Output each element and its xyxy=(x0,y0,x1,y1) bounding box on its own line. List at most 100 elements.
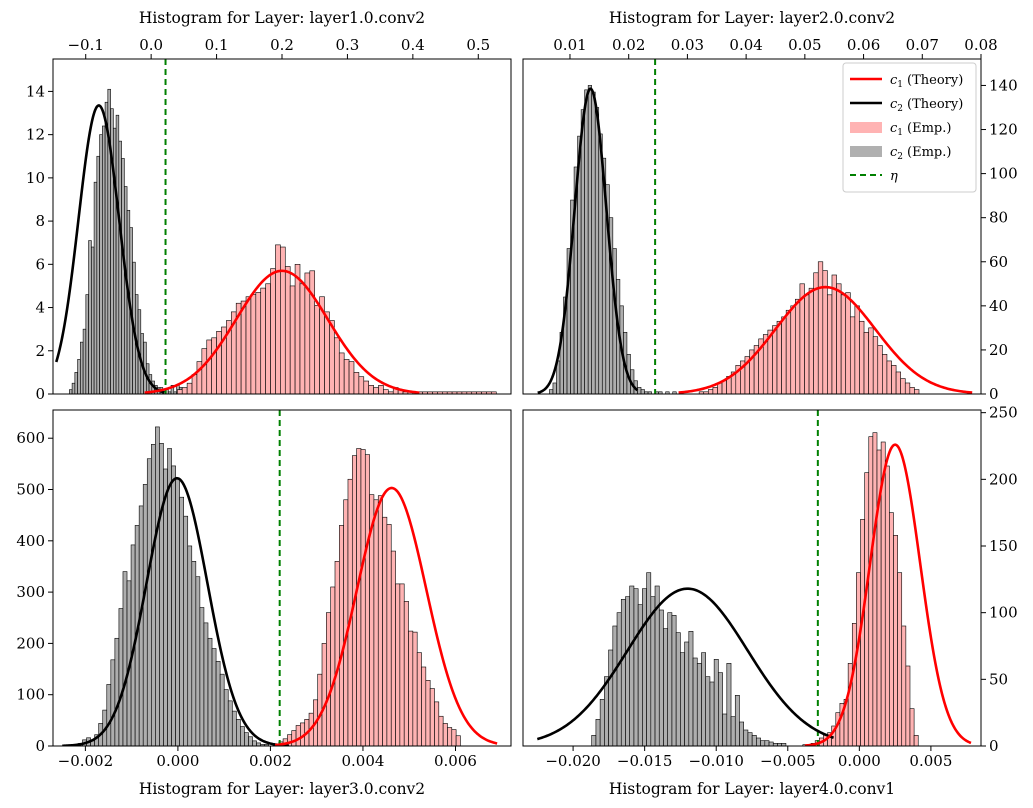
histogram-bar xyxy=(594,107,600,394)
histogram-bar xyxy=(646,572,652,746)
legend-entry: η xyxy=(850,169,898,184)
x-tick-label: 0.03 xyxy=(671,36,704,54)
x-tick-label: −0.1 xyxy=(67,36,103,54)
legend-text-label: (Emp.) xyxy=(907,121,951,136)
histogram-bar xyxy=(171,465,176,746)
panel-1: −0.1 0.0 0.1 0.2 0.3 0.4 0.5 0 2 4 6 8 10 12 14 Histogr… xyxy=(26,9,512,403)
theory-curve-c1-theory- xyxy=(144,269,420,394)
histogram-bar xyxy=(616,612,622,746)
histogram-bar xyxy=(739,721,744,746)
histogram-bar xyxy=(195,576,201,746)
histogram-bar xyxy=(339,525,344,746)
y-tick-label: 10 xyxy=(26,169,45,187)
histogram-bar xyxy=(591,91,596,394)
panel-2: 0.01 0.02 0.03 0.04 0.05 0.06 0.07 0.08 0 20 40 60 8… xyxy=(522,9,1018,403)
histogram-bar xyxy=(299,283,306,394)
histogram-bar xyxy=(845,292,851,394)
histogram-bar xyxy=(612,625,618,746)
x-tick-label: 0.01 xyxy=(553,36,586,54)
histogram-bar xyxy=(231,710,237,746)
legend-math-symbol: c xyxy=(890,97,898,112)
histogram-bar xyxy=(684,641,690,746)
histogram-bar xyxy=(114,637,120,746)
histogram-bar xyxy=(382,516,388,746)
histogram-bar xyxy=(868,327,874,394)
histogram-bar xyxy=(329,320,335,394)
histogram-bar xyxy=(663,628,668,746)
histogram-bar xyxy=(584,89,589,394)
histogram-bar xyxy=(726,663,732,746)
histogram-bar xyxy=(167,448,172,746)
histogram-bar xyxy=(886,360,892,394)
histogram-bar xyxy=(295,725,301,746)
histogram-bar xyxy=(836,283,842,394)
histogram-bar xyxy=(163,468,168,746)
legend-subscript: 2 xyxy=(897,104,903,114)
legend-patch-swatch xyxy=(850,146,882,157)
legend-math-symbol: c xyxy=(890,121,898,136)
x-tick-label: 0.000 xyxy=(156,752,199,770)
histogram-bar xyxy=(827,294,833,394)
histogram-bar xyxy=(99,134,103,394)
histogram-bar xyxy=(265,283,271,394)
histogram-bar xyxy=(110,659,116,746)
histogram-bar xyxy=(403,601,409,746)
histogram-bar xyxy=(255,292,262,394)
histogram-bar xyxy=(901,625,907,746)
x-tick-label: −0.005 xyxy=(760,752,816,770)
theory-curve-c2-theory- xyxy=(537,87,639,394)
x-tick-label: 0.004 xyxy=(341,752,384,770)
histogram-bar xyxy=(395,583,401,746)
histogram-bar xyxy=(598,133,603,394)
histogram-bar xyxy=(93,181,98,394)
y-tick-label: 500 xyxy=(16,481,45,499)
histogram-bar xyxy=(905,665,911,746)
histogram-bar xyxy=(138,505,144,746)
legend-label: c2 (Theory) xyxy=(890,97,963,114)
histogram-bar xyxy=(708,389,714,394)
histogram-bar xyxy=(705,676,711,746)
histogram-bar xyxy=(675,632,681,746)
x-tick-label: 0.05 xyxy=(788,36,821,54)
histogram-bar xyxy=(696,663,702,746)
panel-4: −0.020 −0.015 −0.010 −0.005 0.000 0.005 0 50 100… xyxy=(522,404,1018,798)
histogram-bar xyxy=(324,311,330,394)
histogram-bar xyxy=(781,316,787,394)
histogram-bar xyxy=(785,309,792,394)
histogram-bar xyxy=(730,716,736,746)
histogram-bar xyxy=(223,689,229,746)
y-tick-label: 100 xyxy=(989,604,1018,622)
panel-title: Histogram for Layer: layer4.0.conv1 xyxy=(609,780,895,798)
histogram-bar xyxy=(236,719,241,746)
histogram-bar xyxy=(199,607,205,746)
histogram-bar xyxy=(447,727,453,746)
x-tick-label: 0.3 xyxy=(335,36,359,54)
bars-c2-emp- xyxy=(78,426,269,746)
histogram-bar xyxy=(373,387,379,394)
histogram-bar xyxy=(817,261,824,394)
histogram-bar xyxy=(338,352,345,394)
bars-c1-emp- xyxy=(802,432,919,746)
histogram-bar xyxy=(252,740,257,746)
histogram-bar xyxy=(429,688,435,746)
histogram-bar xyxy=(377,495,383,746)
y-tick-label: 50 xyxy=(989,670,1008,688)
x-tick-label: 0.06 xyxy=(847,36,880,54)
y-tick-label: 150 xyxy=(989,537,1018,555)
plot-frame xyxy=(522,58,982,395)
x-tick-label: 0.07 xyxy=(906,36,939,54)
histogram-bar xyxy=(203,622,209,746)
histogram-bar xyxy=(718,672,723,746)
histogram-bar xyxy=(321,643,327,746)
histogram-bar xyxy=(245,296,252,394)
histogram-bar xyxy=(438,715,444,746)
theory-curve-c2-theory- xyxy=(55,104,165,394)
y-tick-label: 250 xyxy=(989,404,1018,422)
x-tick-label: 0.000 xyxy=(838,752,881,770)
histogram-bar xyxy=(80,341,84,394)
histogram-bar xyxy=(667,612,673,746)
histogram-bar xyxy=(629,585,635,746)
x-tick-label: 0.2 xyxy=(270,36,294,54)
histogram-bar xyxy=(206,339,212,394)
